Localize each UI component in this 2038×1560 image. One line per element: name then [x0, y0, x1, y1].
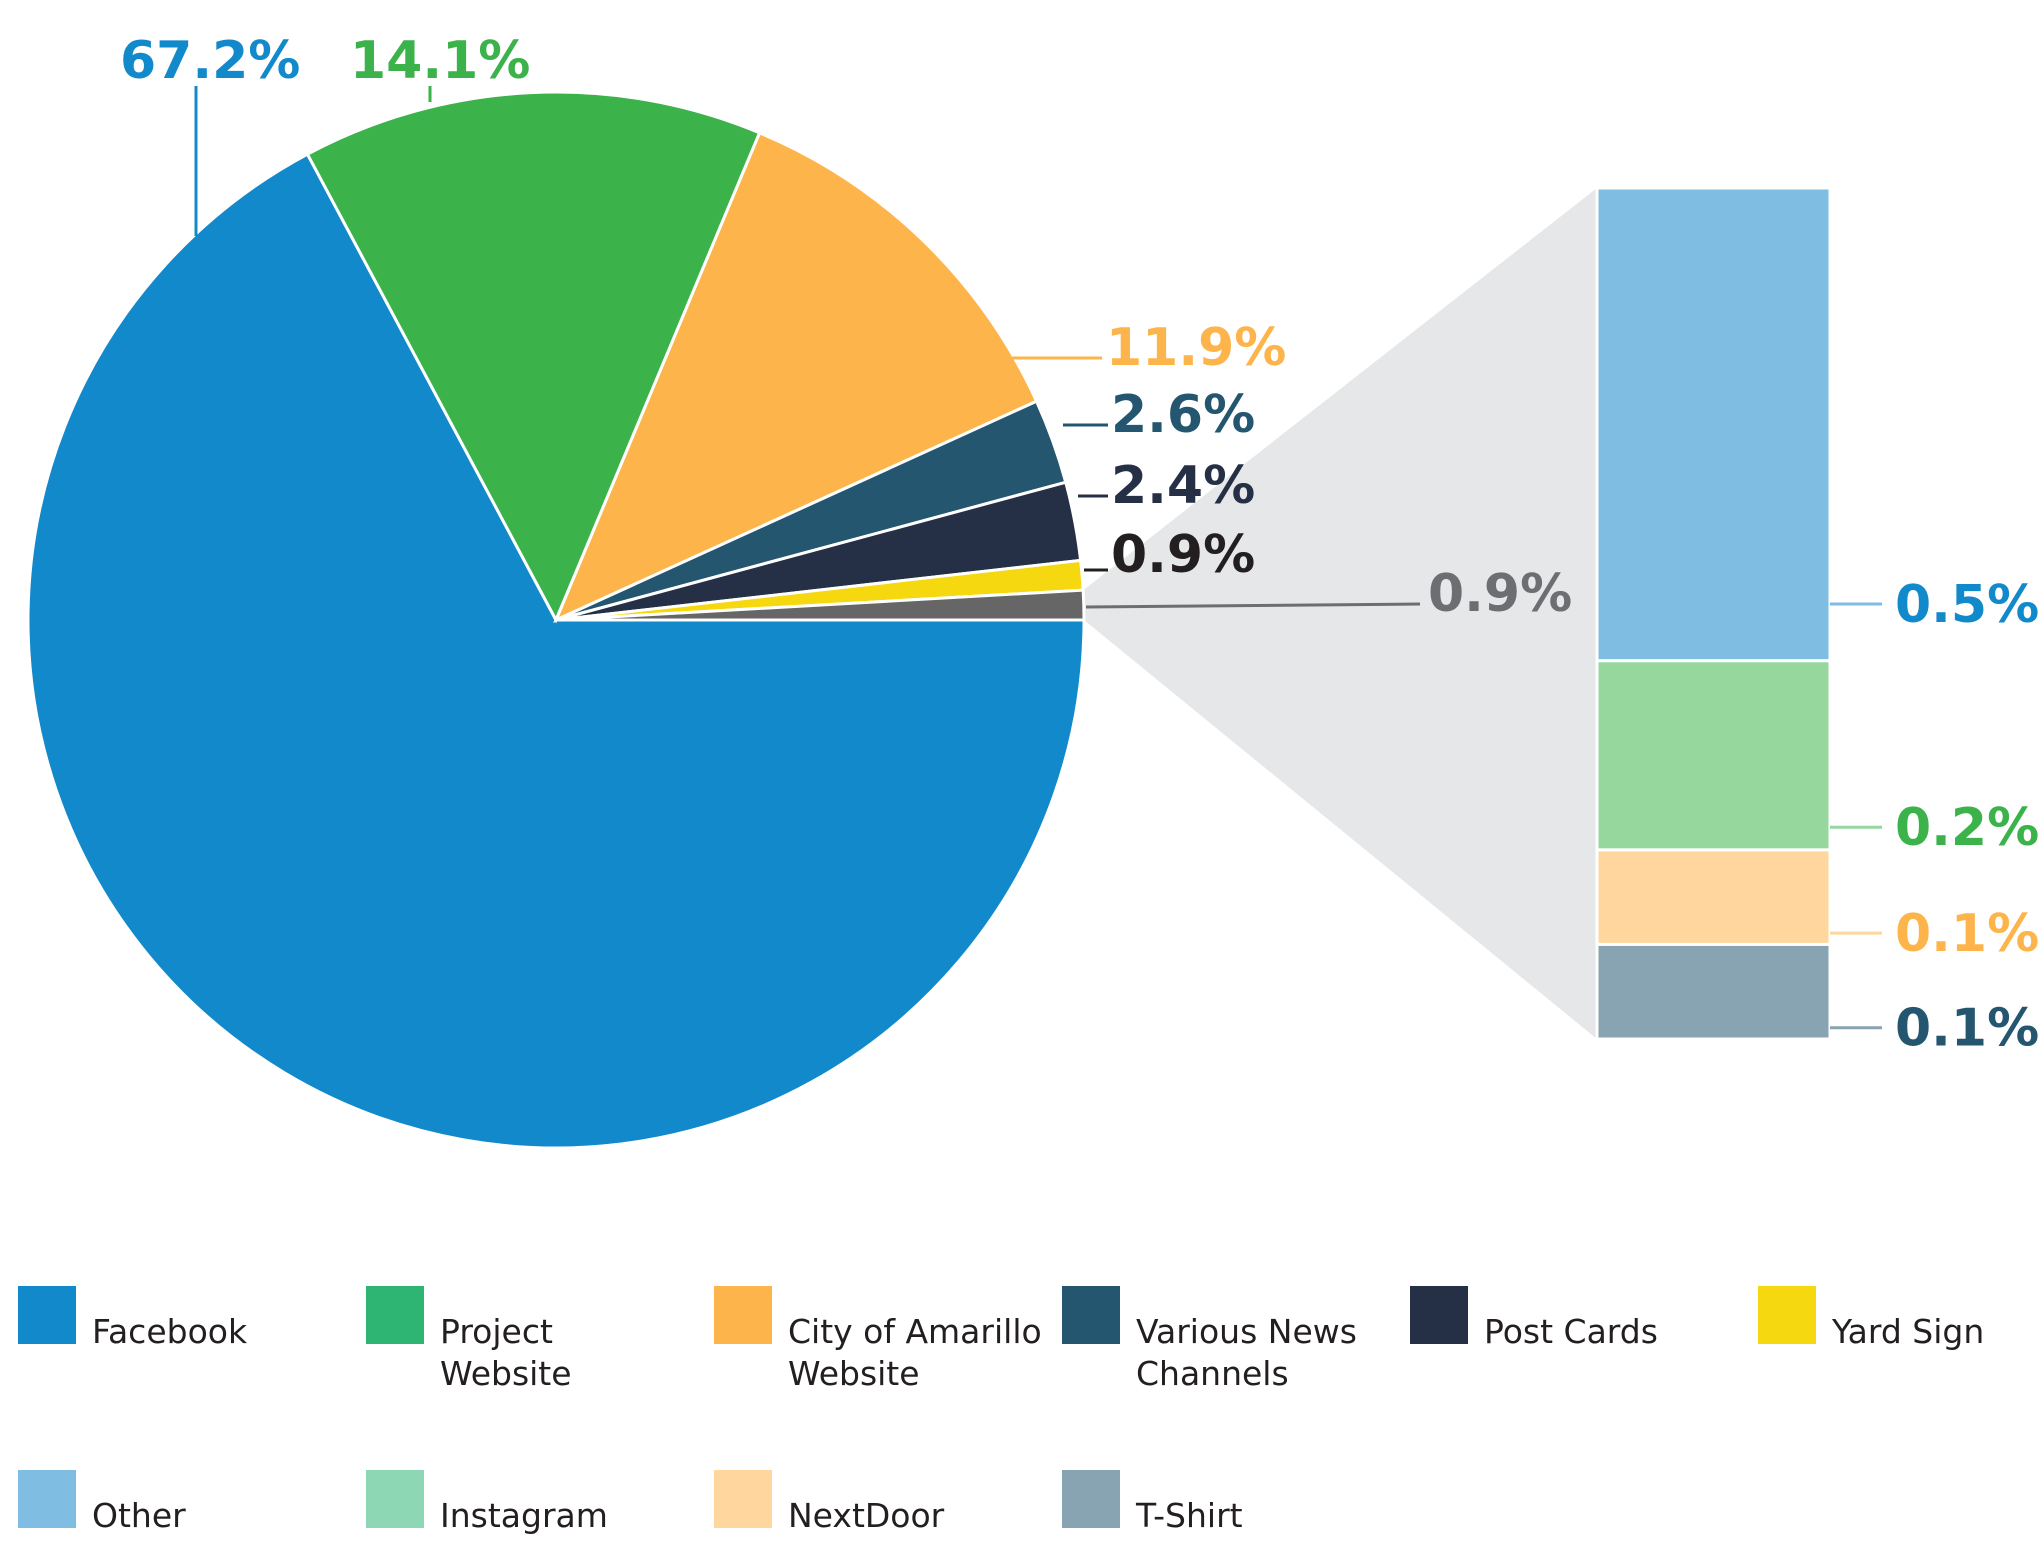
legend-swatch-nextdoor [714, 1470, 772, 1528]
legend-swatch-project-website [366, 1286, 424, 1344]
legend-label-project-website: Project Website [440, 1312, 572, 1393]
legend-swatch-t-shirt [1062, 1470, 1120, 1528]
pie-slice-project-website [305, 90, 762, 624]
legend-label-line: Post Cards [1484, 1312, 1658, 1351]
legend-label-line: Channels [1136, 1354, 1289, 1393]
legend-label-instagram: Instagram [440, 1496, 608, 1535]
pie-slice-other-grouped [555, 588, 1086, 622]
breakout-label-instagram: 0.2% [1895, 798, 2038, 858]
pie [26, 90, 1086, 1150]
legend-swatch-facebook [18, 1286, 76, 1344]
breakout-label-nextdoor: 0.1% [1895, 904, 2038, 964]
legend-swatch-city-of-amarillo-website [714, 1286, 772, 1344]
legend-label-line: Other [92, 1496, 186, 1535]
legend-label-t-shirt: T-Shirt [1135, 1496, 1243, 1535]
legend-label-nextdoor: NextDoor [788, 1496, 945, 1535]
pie-label-project-website: 14.1% [350, 31, 530, 91]
breakout-label-other: 0.5% [1895, 575, 2038, 635]
pie-label-facebook: 67.2% [120, 31, 300, 91]
legend-label-other: Other [92, 1496, 186, 1535]
legend-swatch-various-news-channels [1062, 1286, 1120, 1344]
legend-swatch-other [18, 1470, 76, 1528]
breakout-bar [1595, 186, 1832, 1041]
legend-label-line: Website [440, 1354, 572, 1393]
legend-label-line: Website [788, 1354, 920, 1393]
pie-slice-city-of-amarillo-website [553, 130, 1039, 623]
legend-label-line: Yard Sign [1831, 1312, 1984, 1351]
legend-label-line: Facebook [92, 1312, 248, 1351]
breakout-segment-nextdoor [1595, 848, 1832, 946]
pie-label-yard-sign: 0.9% [1111, 525, 1255, 585]
data-labels: 0.5% 0.2% 0.1% 0.1% 67.2% 14.1% 11.9% 2.6% 2.4% 0… [120, 31, 2038, 1059]
breakout-segment-t-shirt [1595, 942, 1832, 1041]
breakout-connector [1083, 188, 1597, 1039]
leader-lines [194, 86, 1882, 1030]
pie-label-city-of-amarillo-website: 11.9% [1106, 318, 1286, 378]
legend-label-line: NextDoor [788, 1496, 945, 1535]
breakout-segment-instagram [1595, 659, 1832, 852]
pie-label-various-news-channels: 2.6% [1111, 385, 1255, 445]
legend-swatch-yard-sign [1758, 1286, 1816, 1344]
legend-label-various-news-channels: Various News Channels [1136, 1312, 1357, 1393]
breakout-segment-other [1595, 186, 1832, 663]
legend-label-post-cards: Post Cards [1484, 1312, 1658, 1351]
legend-swatch-post-cards [1410, 1286, 1468, 1344]
breakout-label-t-shirt: 0.1% [1895, 999, 2038, 1059]
legend-label-city-of-amarillo-website: City of Amarillo Website [788, 1312, 1042, 1393]
legend-label-line: Various News [1136, 1312, 1357, 1351]
breakout-connector-wedge [1083, 188, 1597, 1039]
pie-slice-facebook [26, 152, 1086, 1150]
legend-label-line: T-Shirt [1135, 1496, 1243, 1535]
legend-label-yard-sign: Yard Sign [1831, 1312, 1984, 1351]
legend-label-line: City of Amarillo [788, 1312, 1042, 1351]
legend-label-facebook: Facebook [92, 1312, 248, 1351]
legend-label-line: Project [440, 1312, 553, 1351]
legend-label-line: Instagram [440, 1496, 608, 1535]
pie-label-post-cards: 2.4% [1111, 456, 1255, 516]
pie-leader-other-grouped [1085, 602, 1421, 609]
pie-label-other-grouped: 0.9% [1428, 564, 1572, 624]
legend-swatch-instagram [366, 1470, 424, 1528]
